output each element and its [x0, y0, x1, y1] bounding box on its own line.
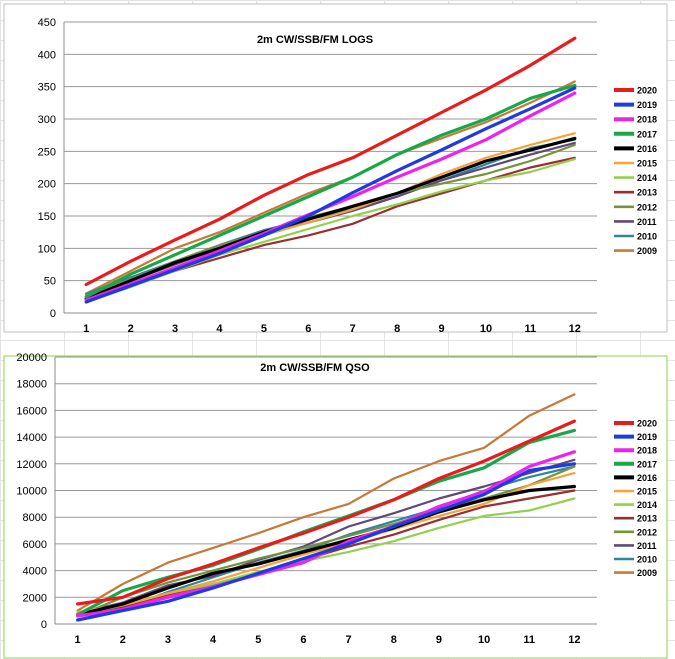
y-tick-label: 0	[41, 619, 47, 631]
x-tick-label: 3	[172, 323, 178, 335]
y-tick-label: 14000	[16, 432, 47, 444]
chart-2: 0 2000 4000 6000 8000 10000 12000 14000 16000 180…	[3, 352, 668, 659]
x-tick-label: 9	[436, 634, 442, 646]
x-tick-label: 1	[83, 323, 89, 335]
legend-label-2015: 2015	[637, 159, 657, 169]
y-tick-label: 6000	[23, 539, 47, 551]
x-tick-label: 12	[569, 323, 581, 335]
x-tick-label: 7	[350, 323, 356, 335]
y-tick-label: 16000	[16, 405, 47, 417]
y-tick-label: 200	[38, 179, 56, 191]
legend-label-2011: 2011	[637, 217, 657, 227]
legend: 2020 2019 2018 2017 2016 2015 2014 2013 2012 2011…	[614, 419, 657, 578]
series-line-2011	[76, 458, 576, 615]
chart-title: 2m CW/SSB/FM QSO	[260, 362, 370, 374]
x-tick-label: 7	[346, 634, 352, 646]
x-tick-label: 6	[300, 634, 306, 646]
y-tick-label: 20000	[16, 352, 47, 364]
x-tick-label: 11	[525, 323, 537, 335]
y-tick-label: 0	[50, 308, 56, 320]
series-line-2009	[76, 393, 576, 612]
x-tick-label: 8	[394, 323, 400, 335]
legend-label-2009: 2009	[637, 246, 657, 256]
legend-label-2010: 2010	[637, 555, 657, 565]
x-tick-label: 5	[255, 634, 261, 646]
x-tick-label: 11	[523, 634, 535, 646]
x-tick-label: 5	[261, 323, 267, 335]
chart-area-frame	[3, 3, 668, 333]
series-line-2019	[75, 462, 577, 622]
x-tick-label: 12	[568, 634, 580, 646]
legend-label-2014: 2014	[637, 173, 657, 183]
series-line-2016	[84, 136, 577, 301]
series-line-2017	[84, 83, 577, 299]
x-tick-label: 2	[128, 323, 134, 335]
legend-label-2017: 2017	[637, 129, 657, 139]
series-line-2016	[75, 484, 577, 617]
legend-label-2012: 2012	[637, 202, 657, 212]
legend-label-2019: 2019	[637, 432, 657, 442]
y-tick-label: 100	[38, 243, 56, 255]
y-tick-label: 250	[38, 146, 56, 158]
series-line-2020	[75, 419, 577, 606]
legend-label-2020: 2020	[637, 419, 657, 429]
legend-label-2016: 2016	[637, 473, 657, 483]
y-tick-label: 12000	[16, 459, 47, 471]
legend-label-2013: 2013	[637, 514, 657, 524]
series-line-2012	[76, 465, 576, 618]
x-tick-label: 8	[391, 634, 397, 646]
legend-label-2015: 2015	[637, 487, 657, 497]
legend-label-2014: 2014	[637, 500, 657, 510]
legend-label-2019: 2019	[637, 100, 657, 110]
x-tick-label: 9	[438, 323, 444, 335]
x-tick-label: 4	[216, 323, 223, 335]
legend-label-2010: 2010	[637, 232, 657, 242]
y-tick-label: 50	[44, 276, 56, 288]
legend-label-2020: 2020	[637, 86, 657, 96]
series-line-2015	[76, 472, 576, 614]
x-tick-label: 10	[478, 634, 490, 646]
y-tick-label: 450	[38, 17, 56, 29]
chart-title: 2m CW/SSB/FM LOGS	[257, 34, 373, 46]
y-tick-label: 10000	[16, 486, 47, 498]
legend-label-2018: 2018	[637, 446, 657, 456]
y-tick-label: 400	[38, 49, 56, 61]
y-tick-label: 8000	[23, 512, 47, 524]
x-tick-label: 3	[165, 634, 171, 646]
y-tick-label: 350	[38, 82, 56, 94]
legend-label-2009: 2009	[637, 568, 657, 578]
legend: 2020 2019 2018 2017 2016 2015 2014 2013 2012 2011…	[614, 86, 657, 256]
series-line-2019	[84, 86, 577, 304]
x-tick-label: 10	[480, 323, 492, 335]
x-tick-label: 6	[305, 323, 311, 335]
y-tick-label: 2000	[23, 592, 47, 604]
legend-label-2018: 2018	[637, 115, 657, 125]
legend-label-2012: 2012	[637, 527, 657, 537]
x-tick-label: 4	[210, 634, 217, 646]
y-tick-label: 18000	[16, 379, 47, 391]
y-tick-label: 150	[38, 211, 56, 223]
y-tick-label: 4000	[23, 566, 47, 578]
legend-label-2016: 2016	[637, 144, 657, 154]
x-tick-label: 2	[120, 634, 126, 646]
legend-label-2013: 2013	[637, 188, 657, 198]
x-tick-label: 1	[75, 634, 81, 646]
legend-label-2017: 2017	[637, 459, 657, 469]
legend-label-2011: 2011	[637, 541, 657, 551]
y-tick-label: 300	[38, 114, 56, 126]
series-line-2020	[84, 36, 577, 287]
